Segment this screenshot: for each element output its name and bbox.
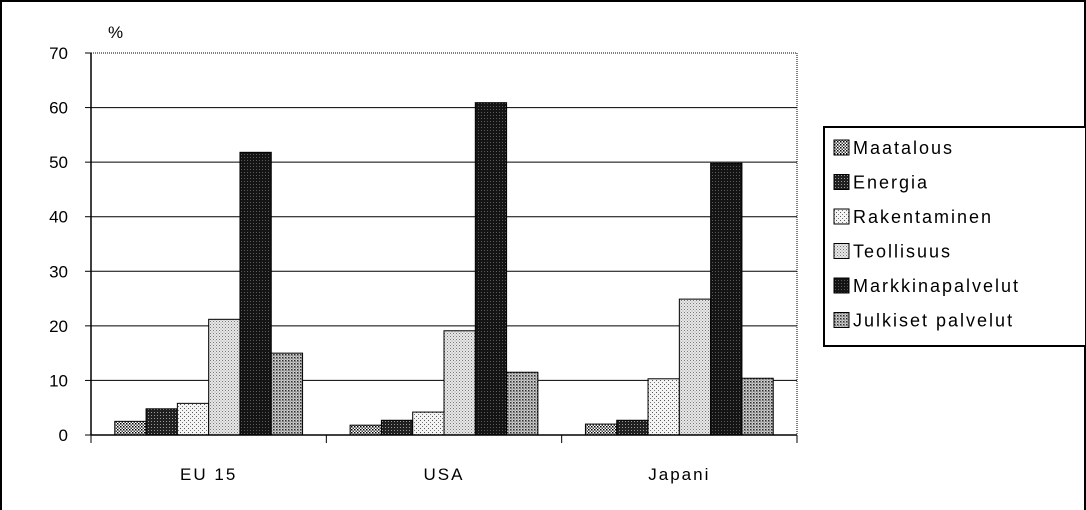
bar-maatalous-usa [349, 424, 382, 436]
legend-label: Energia [853, 173, 929, 193]
y-tick-label: 20 [49, 317, 68, 336]
legend-label: Julkiset palvelut [853, 311, 1014, 331]
bar-markkinapalvelut-usa [474, 102, 508, 436]
legend-swatch [833, 277, 850, 294]
bar-energia-eu-15 [145, 408, 178, 436]
bar-rakentaminen-japani [647, 378, 680, 436]
y-tick-label: 10 [49, 371, 68, 390]
x-tick-label: USA [424, 465, 465, 484]
legend-swatch [833, 208, 850, 225]
bar-teollisuus-usa [443, 330, 476, 436]
y-tick-label: 0 [59, 426, 68, 445]
bar-maatalous-japani [584, 423, 618, 436]
legend-swatch [833, 312, 850, 328]
bar-maatalous-eu-15 [114, 420, 147, 436]
x-axis: EU 15 USA Japani [90, 434, 798, 484]
bars [114, 102, 774, 436]
bar-markkinapalvelut-eu-15 [239, 151, 272, 436]
bar-julkiset-palvelut-japani [741, 377, 774, 436]
y-tick-label: 60 [49, 99, 68, 118]
bar-teollisuus-japani [678, 298, 712, 436]
legend-swatch [833, 243, 850, 259]
x-tick-label: EU 15 [180, 465, 237, 484]
bar-julkiset-palvelut-eu-15 [270, 352, 304, 436]
legend-swatch [833, 139, 850, 156]
y-axis-label: % [108, 23, 123, 42]
bar-teollisuus-eu-15 [208, 318, 241, 436]
y-tick-label: 30 [49, 262, 68, 281]
legend-label: Rakentaminen [853, 207, 993, 227]
legend-box [823, 126, 1086, 347]
y-tick-label: 40 [49, 208, 68, 227]
legend: Maatalous Energia Rakentaminen Teollisuus Ma… [823, 126, 1086, 347]
bar-energia-usa [380, 419, 414, 436]
y-axis: 0 10 20 30 40 50 60 70 [49, 44, 92, 445]
legend-label: Teollisuus [853, 242, 952, 262]
y-tick-label: 70 [49, 44, 68, 63]
bar-markkinapalvelut-japani [710, 162, 743, 436]
y-tick-label: 50 [49, 153, 68, 172]
bar-rakentaminen-eu-15 [176, 402, 210, 436]
legend-swatch [833, 174, 850, 190]
legend-label: Markkinapalvelut [853, 276, 1020, 296]
legend-label: Maatalous [853, 138, 954, 158]
bar-energia-japani [616, 419, 649, 436]
bar-rakentaminen-usa [412, 411, 445, 436]
x-tick-label: Japani [648, 465, 710, 484]
bar-julkiset-palvelut-usa [506, 371, 539, 436]
